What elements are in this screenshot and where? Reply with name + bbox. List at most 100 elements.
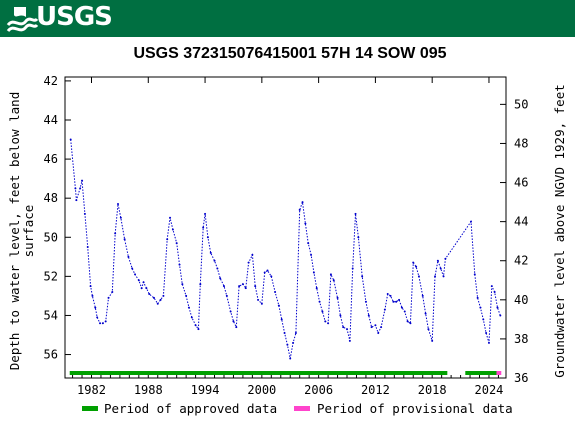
- data-point: [178, 263, 181, 266]
- right-tick-label: 50: [514, 97, 528, 111]
- data-point: [244, 287, 247, 290]
- approved-period-bar: [465, 371, 497, 375]
- data-point: [134, 273, 137, 276]
- data-point: [127, 255, 130, 258]
- data-point: [197, 328, 200, 331]
- data-point: [229, 310, 232, 313]
- right-axis-label: Groundwater level above NGVD 1929, feet: [552, 84, 567, 378]
- data-point: [364, 300, 367, 303]
- data-point: [145, 287, 148, 290]
- data-point: [398, 298, 401, 301]
- x-tick-label: 2018: [418, 383, 447, 397]
- data-point: [190, 316, 193, 319]
- data-point: [444, 257, 447, 260]
- data-point: [339, 314, 342, 317]
- left-tick-label: 52: [44, 269, 58, 283]
- legend-approved-swatch: [82, 406, 98, 411]
- data-point: [131, 267, 134, 270]
- data-point: [79, 187, 82, 190]
- x-tick-label: 2012: [361, 383, 390, 397]
- data-point: [482, 318, 485, 321]
- data-point: [274, 291, 277, 293]
- data-point: [104, 320, 107, 323]
- data-point: [74, 187, 77, 190]
- data-point: [374, 324, 377, 327]
- data-point: [171, 228, 174, 231]
- data-point: [346, 328, 349, 331]
- data-point: [298, 208, 301, 211]
- right-tick-label: 48: [514, 136, 528, 150]
- data-point: [119, 216, 122, 219]
- data-point: [96, 316, 99, 319]
- x-tick-label: 2006: [304, 383, 333, 397]
- data-point: [156, 302, 159, 305]
- data-point: [389, 294, 392, 297]
- data-point: [342, 326, 345, 329]
- data-point: [487, 341, 490, 344]
- data-point: [213, 259, 216, 262]
- data-point: [166, 238, 169, 241]
- left-tick-label: 48: [44, 191, 58, 205]
- data-point: [499, 314, 502, 317]
- data-point: [380, 326, 383, 329]
- data-point: [114, 232, 117, 235]
- data-point: [367, 314, 370, 317]
- right-tick-label: 40: [514, 293, 528, 307]
- data-point: [421, 294, 424, 297]
- data-point: [209, 251, 212, 254]
- data-point: [312, 271, 315, 274]
- data-point: [107, 296, 110, 299]
- data-point: [162, 294, 165, 297]
- data-point: [89, 285, 92, 288]
- data-point: [336, 296, 339, 299]
- data-series: [69, 138, 502, 360]
- data-point: [283, 332, 286, 335]
- data-point: [412, 261, 415, 264]
- x-tick-label: 2024: [475, 383, 504, 397]
- left-tick-label: 44: [44, 113, 58, 127]
- data-point: [152, 296, 155, 299]
- data-point: [496, 306, 499, 309]
- data-point: [294, 332, 297, 335]
- data-point: [263, 271, 266, 274]
- data-point: [204, 212, 207, 215]
- data-point: [431, 339, 434, 342]
- data-point: [175, 242, 178, 245]
- data-point: [315, 287, 318, 290]
- data-point: [386, 292, 389, 295]
- data-point: [318, 300, 321, 303]
- data-point: [257, 298, 260, 301]
- provisional-period-bar: [496, 371, 502, 375]
- data-point: [436, 259, 439, 262]
- data-point: [321, 310, 324, 313]
- data-periods: [69, 371, 502, 375]
- left-tick-label: 54: [44, 308, 58, 322]
- data-point: [222, 285, 225, 288]
- data-point: [417, 275, 420, 278]
- data-point: [206, 236, 209, 239]
- data-point: [169, 216, 172, 219]
- data-point: [469, 220, 472, 223]
- data-point: [148, 292, 151, 295]
- data-point: [310, 253, 313, 256]
- data-point: [235, 326, 238, 329]
- data-point: [473, 273, 476, 276]
- approved-period-bar: [69, 371, 448, 375]
- data-point: [424, 312, 427, 315]
- data-point: [324, 320, 327, 323]
- data-point: [241, 283, 244, 286]
- data-point: [277, 304, 280, 307]
- left-tick-label: 50: [44, 230, 58, 244]
- data-point: [116, 203, 119, 206]
- data-point: [415, 265, 418, 268]
- data-point: [479, 306, 482, 309]
- x-tick-label: 1994: [191, 383, 220, 397]
- data-point: [159, 298, 162, 301]
- data-point: [202, 226, 205, 229]
- axis-ticks: 42 44 46 48 50 52 54 56 36 38 40 42 44 46 48 50 1982 1988…: [44, 74, 529, 397]
- usgs-logo-text: USGS: [36, 2, 113, 32]
- x-tick-label: 1982: [77, 383, 106, 397]
- data-point: [395, 300, 398, 303]
- data-point: [392, 300, 395, 303]
